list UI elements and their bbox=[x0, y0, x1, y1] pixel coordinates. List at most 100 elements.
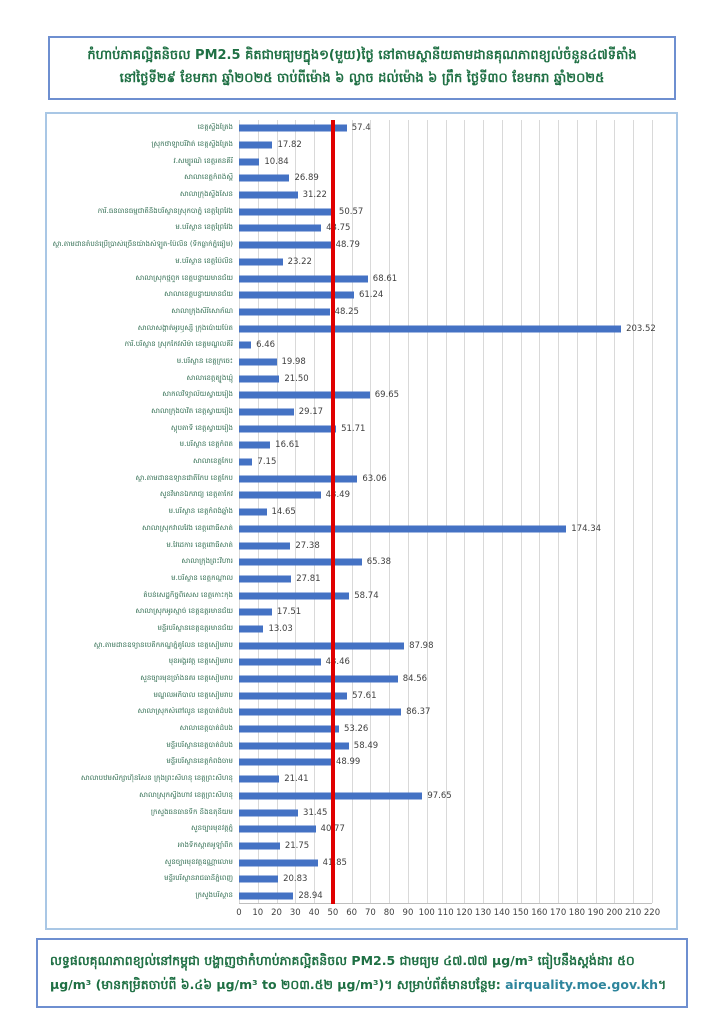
bar-track: 63.06 bbox=[239, 470, 652, 487]
bar-row: ក្រសួងបរិស្ថាន 28.94 bbox=[47, 888, 676, 905]
x-tick-label: 180 bbox=[568, 908, 586, 919]
bar-value: 84.56 bbox=[402, 674, 428, 685]
bar bbox=[239, 892, 294, 900]
bar-row: សាលាស្រុកស្ទឹងហាវ ខេត្តព្រះសីហនុ 97.65 bbox=[47, 788, 676, 805]
gridline bbox=[389, 120, 391, 903]
bar bbox=[239, 174, 290, 182]
bar-row: សាលាក្រុងសិរីសោភ័ណ 48.25 bbox=[47, 304, 676, 321]
bar-row: សួនច្បារមុខវត្តឧណ្ណាលោម 41.85 bbox=[47, 854, 676, 871]
bar-value: 21.50 bbox=[284, 373, 309, 384]
bar bbox=[239, 124, 347, 132]
bar-row: សាលាខេត្តកែប 7.15 bbox=[47, 454, 676, 471]
x-tick-label: 210 bbox=[625, 908, 642, 919]
bar bbox=[239, 842, 280, 850]
airquality-link[interactable]: airquality.moe.gov.kh bbox=[505, 976, 659, 992]
bar-value: 21.75 bbox=[284, 840, 310, 851]
bar-label: ក្រសួងធនធានទឹក និងឧតុនិយម bbox=[47, 808, 239, 818]
bar-row: ក្រសួងធនធានទឹក និងឧតុនិយម 31.45 bbox=[47, 804, 676, 821]
bar-label: សួនវិមានឯករាជ្យ ខេត្តតាកែវ bbox=[47, 490, 239, 500]
bar bbox=[239, 325, 622, 333]
bar-track: 29.17 bbox=[239, 404, 652, 421]
bar-row: សាលាខេត្តកំពង់ស្ពឺ 26.89 bbox=[47, 170, 676, 187]
bar-label: សួនច្បារមុខវត្តភ្នំ bbox=[47, 824, 239, 834]
x-tick-label: 20 bbox=[271, 908, 282, 919]
bar-track: 28.94 bbox=[239, 888, 652, 905]
bar-track: 53.26 bbox=[239, 721, 652, 738]
bar bbox=[239, 558, 362, 566]
bar-track: 65.38 bbox=[239, 554, 652, 571]
bar-label: តំបន់សេដ្ឋកិច្ចពិសេស ខេត្តកោះកុង bbox=[47, 591, 239, 601]
bar-label-text: សាលាក្រុងព្រះវិហារ bbox=[181, 557, 233, 566]
footer-pre-link: លទ្ធផលគុណភាពខ្យល់នៅកម្ពុជា បង្ហាញថាកំហាប… bbox=[50, 953, 635, 992]
bar-track: 48.99 bbox=[239, 754, 652, 771]
x-tick-label: 130 bbox=[474, 908, 492, 919]
bar bbox=[239, 692, 348, 700]
bar-track: 10.84 bbox=[239, 153, 652, 170]
bar-label-text: ស្ថា.តាមដានតំបន់ប្រើប្រាស់ច្រើនយ៉ាងសំឡូត… bbox=[52, 240, 233, 249]
gridline bbox=[652, 120, 653, 903]
gridline bbox=[351, 120, 353, 903]
bar-value: 14.65 bbox=[271, 507, 296, 518]
bar bbox=[239, 758, 331, 766]
bar-track: 17.51 bbox=[239, 604, 652, 621]
bar-value: 19.98 bbox=[281, 356, 306, 367]
bar-track: 43.75 bbox=[239, 220, 652, 237]
bar-track: 57.4 bbox=[239, 120, 652, 137]
bar bbox=[239, 458, 253, 466]
bar-label-text: ម.បរិស្ថាន ខេត្តព្រៃវែង bbox=[175, 223, 233, 232]
bar-label-text: សាលាសង្កាត់អូរឫស្សី ក្រុងប៉ោយប៉ែត bbox=[137, 323, 233, 332]
bar-track: 26.89 bbox=[239, 170, 652, 187]
bar-value: 21.41 bbox=[284, 774, 309, 785]
bar-track: 19.98 bbox=[239, 354, 652, 371]
bar bbox=[239, 241, 331, 249]
bar bbox=[239, 542, 291, 550]
bar-row: ម.បរិស្ថាន ខេត្តកណ្តាល 27.81 bbox=[47, 571, 676, 588]
bar-label-text: មុខអង្គរវត្ត ខេត្តសៀមរាប bbox=[168, 657, 233, 666]
bar-row: អាងទឹកស្តាតអូឡាំពិក 21.75 bbox=[47, 838, 676, 855]
bar bbox=[239, 224, 322, 232]
bar-label-text: មន្ទីរបរិស្ថានខេត្តបាត់ដំបង bbox=[166, 740, 233, 749]
x-tick-label: 110 bbox=[437, 908, 454, 919]
bar-track: 40.77 bbox=[239, 821, 652, 838]
chart-box: ខេត្តស្ទឹងត្រែង 57.4 ស្រុកថាឡាបរិវ៉ាត់ ខេត… bbox=[45, 112, 678, 930]
bar-row: ម.វៃដេការ ខេត្តពោធិ៍សាត់ 27.38 bbox=[47, 537, 676, 554]
bar-value: 57.4 bbox=[351, 123, 371, 134]
bar-track: 97.65 bbox=[239, 788, 652, 805]
bar-track: 87.98 bbox=[239, 637, 652, 654]
bar-value: 10.84 bbox=[264, 156, 289, 167]
bar-label: វ.សម្បូរណ៍ ខេត្តរតនគិរី bbox=[47, 157, 239, 167]
bar-value: 48.99 bbox=[335, 757, 361, 768]
bar-row: មន្ទីរបរិស្ថានខេត្តកំពង់ចាម 48.99 bbox=[47, 754, 676, 771]
bar bbox=[239, 408, 294, 416]
bar-row: សាលាក្រុងបាវិត ខេត្តស្វាយរៀង 29.17 bbox=[47, 404, 676, 421]
x-tick-label: 30 bbox=[289, 908, 301, 919]
bar-row: មន្ទីរបរិស្ថានខេត្តបាត់ដំបង 58.49 bbox=[47, 737, 676, 754]
bar-label-text: ការិ.ធនធានធម្មជាតិនិងបរិស្ថានស្រុកបាភ្នំ… bbox=[97, 206, 233, 215]
bar-label-text: ខេត្តស្ទឹងត្រែង bbox=[197, 123, 233, 132]
bar-label: ស្ថា.តាមដានឧទ្យានជាតិកែប ខេត្តកែប bbox=[47, 474, 239, 484]
bar-row: សាលាខេត្តត្បូងឃ្មុំ 21.50 bbox=[47, 370, 676, 387]
bar bbox=[239, 525, 567, 533]
bar-row: មុខអង្គរវត្ត ខេត្តសៀមរាប 43.46 bbox=[47, 654, 676, 671]
bar-label: ស្តុបតាទី ខេត្តស្វាយរៀង bbox=[47, 424, 239, 434]
bar-label-text: សាលាស្រុកអូរស្មាច់ ខេត្តឧត្តរមានជ័យ bbox=[135, 607, 233, 616]
bar-label: ស្ថា.តាមដានតំបន់ប្រើប្រាស់ច្រើនយ៉ាងសំឡូត… bbox=[47, 240, 239, 250]
bar-row: ម.បរិស្ថាន ខេត្តប៉ៃលិន 23.22 bbox=[47, 254, 676, 271]
bar-label-text: មណ្ឌលអភិបាល ខេត្តសៀមរាប bbox=[153, 690, 233, 699]
bar-label: ម.បរិស្ថាន ខេត្តកំពត bbox=[47, 440, 239, 450]
bar-label: ម.បរិស្ថាន ខេត្តកំពង់ឆ្នាំង bbox=[47, 507, 239, 517]
bar-label: សាលាស្រុកវាលវែង ខេត្តពោធិ៍សាត់ bbox=[47, 524, 239, 534]
footer-text: លទ្ធផលគុណភាពខ្យល់នៅកម្ពុជា បង្ហាញថាកំហាប… bbox=[50, 949, 674, 997]
bar bbox=[239, 391, 370, 399]
footer-post-link: ។ bbox=[658, 976, 667, 992]
bar-label-text: សួនច្បារមុខវត្តឧណ្ណាលោម bbox=[164, 857, 233, 866]
bar-row: សាលាខេត្តបាត់ដំបង 53.26 bbox=[47, 721, 676, 738]
bar-row: មន្ទីរបរិស្ថានខេត្តឧត្តរមានជ័យ 13.03 bbox=[47, 621, 676, 638]
bar-label: ស្រុកថាឡាបរិវ៉ាត់ ខេត្តស្ទឹងត្រែង bbox=[47, 140, 239, 150]
bar-label: ស្ថា.តាមដានឧទ្យានបេតិកភណ្ឌភ្នំគូលែន ខេត្… bbox=[47, 641, 239, 651]
bar bbox=[239, 141, 273, 149]
bar bbox=[239, 258, 283, 266]
bar-track: 84.56 bbox=[239, 671, 652, 688]
bar-value: 53.26 bbox=[343, 724, 369, 735]
